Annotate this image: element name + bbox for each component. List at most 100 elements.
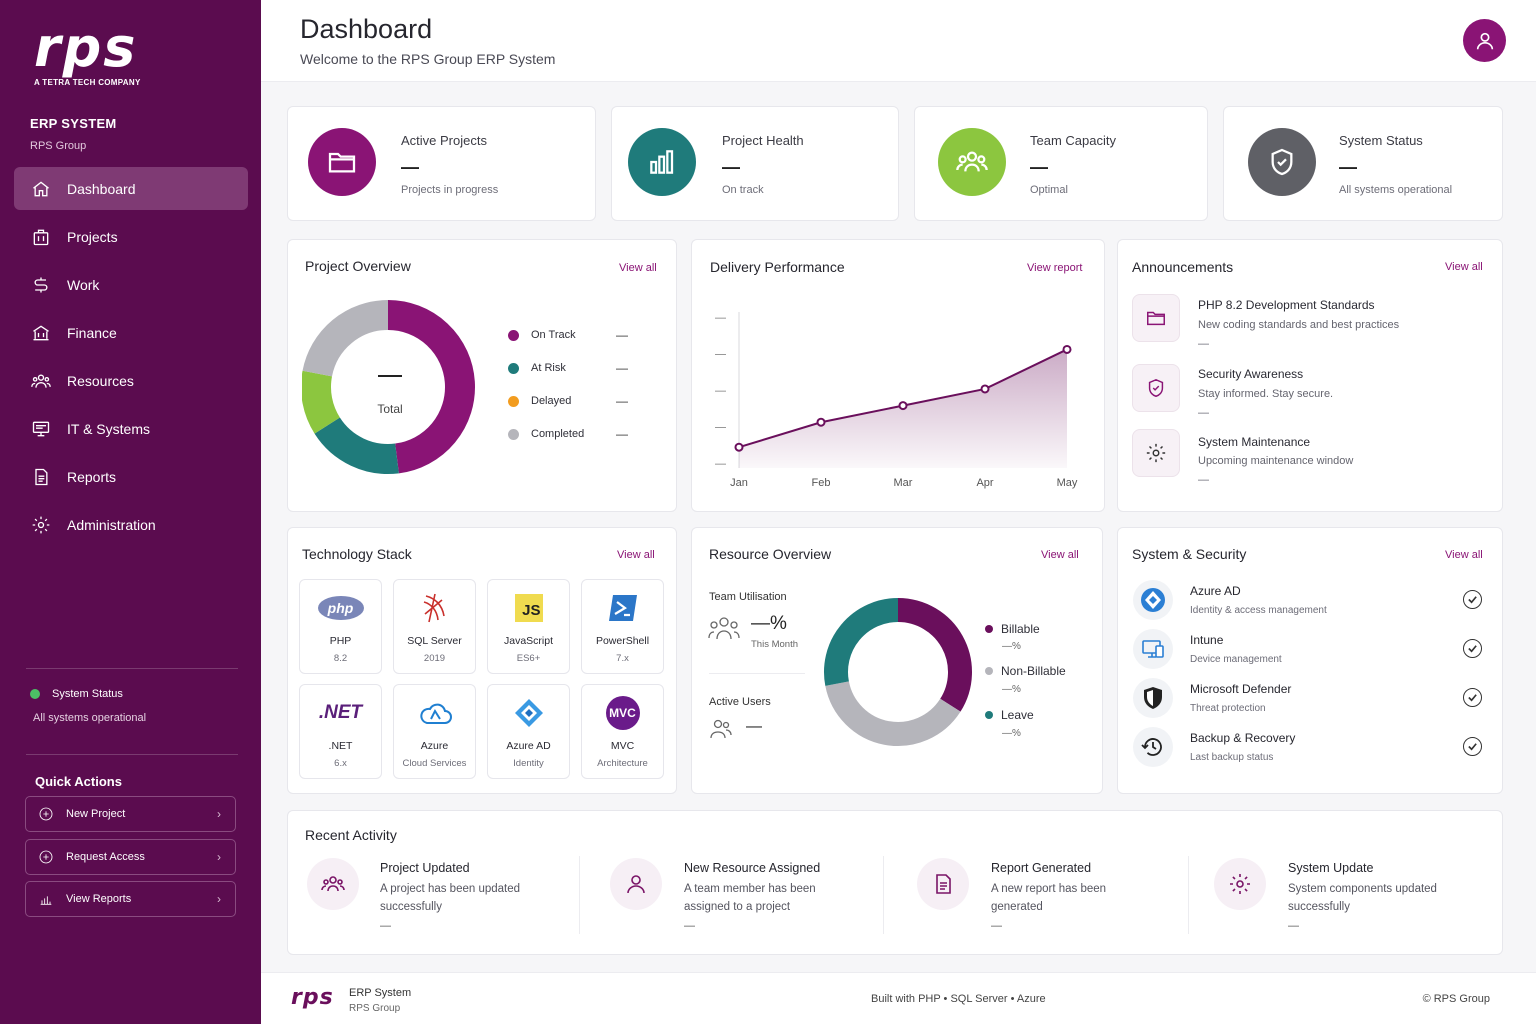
- azure-icon: [394, 697, 475, 729]
- kpi-value: —: [1339, 157, 1357, 177]
- tech-tile-javascript[interactable]: JS JavaScript ES6+: [487, 579, 570, 674]
- data-point-mar[interactable]: [898, 401, 908, 411]
- data-point-feb[interactable]: [816, 417, 826, 427]
- security-item-subtitle: Device management: [1190, 654, 1282, 665]
- new-project-button[interactable]: New Project ›: [25, 796, 236, 832]
- donut-slice-leave[interactable]: [824, 598, 899, 686]
- security-item-title[interactable]: Azure AD: [1190, 584, 1241, 598]
- donut-slice-on-track[interactable]: [387, 300, 475, 474]
- gear-icon: [1214, 858, 1266, 910]
- donut-slice-at-risk[interactable]: [314, 417, 399, 474]
- legend-value: —%: [1002, 641, 1021, 652]
- tech-tile-powershell[interactable]: PowerShell 7.x: [581, 579, 664, 674]
- security-item-title[interactable]: Intune: [1190, 633, 1224, 647]
- data-point-may[interactable]: [1062, 344, 1072, 354]
- legend-dot: [508, 395, 519, 407]
- activity-meta: —: [684, 920, 695, 932]
- tech-tile-dotnet[interactable]: .NET .NET 6.x: [299, 684, 382, 779]
- sidebar-item-finance[interactable]: Finance: [14, 311, 248, 354]
- tech-name: JavaScript: [503, 635, 554, 647]
- y-tick-label: —: [715, 458, 726, 470]
- kpi-card-project-health[interactable]: Project Health — On track: [611, 106, 899, 221]
- donut-center-label: Total: [377, 402, 403, 416]
- kpi-subtext: On track: [722, 184, 764, 196]
- view-reports-button[interactable]: View Reports ›: [25, 881, 236, 917]
- data-point-apr[interactable]: [980, 384, 990, 394]
- legend-label: Delayed: [531, 395, 572, 407]
- announcement-title[interactable]: Security Awareness: [1198, 367, 1304, 381]
- tech-version: 7.x: [616, 653, 629, 664]
- sidebar-item-resources[interactable]: Resources: [14, 359, 248, 402]
- sidebar-item-label: Resources: [67, 372, 134, 389]
- announcement-title[interactable]: System Maintenance: [1198, 435, 1311, 449]
- view-report-link[interactable]: View report: [1027, 262, 1083, 274]
- activity-description: System components updated successfully: [1288, 883, 1437, 913]
- sidebar-item-work[interactable]: Work: [14, 263, 248, 306]
- donut-slice-completed[interactable]: [302, 300, 389, 377]
- tech-tile-azure[interactable]: Azure Cloud Services: [393, 684, 476, 779]
- kpi-card-active-projects[interactable]: Active Projects — Projects in progress: [287, 106, 596, 221]
- sidebar-item-dashboard[interactable]: Dashboard: [14, 167, 248, 210]
- sidebar-item-projects[interactable]: Projects: [14, 215, 248, 258]
- tech-tile-mvc[interactable]: MVC MVC Architecture: [581, 684, 664, 779]
- sidebar-item-it-systems[interactable]: IT & Systems: [14, 407, 248, 450]
- php-icon: php: [300, 592, 381, 624]
- sql-server-icon: [394, 592, 475, 624]
- chevron-right-icon: ›: [217, 892, 221, 906]
- activity-description: A project has been updated successfully: [380, 883, 521, 913]
- chevron-right-icon: ›: [217, 850, 221, 864]
- view-all-link[interactable]: View all: [1445, 261, 1483, 273]
- tech-tile-php[interactable]: php PHP 8.2: [299, 579, 382, 674]
- y-tick-label: —: [715, 349, 726, 361]
- delivery-performance-chart: — — — — — Jan Feb Mar Apr May: [715, 312, 1078, 489]
- kpi-value: —: [401, 157, 419, 177]
- document-icon: [917, 858, 969, 910]
- y-tick-label: —: [715, 385, 726, 397]
- security-item-title[interactable]: Backup & Recovery: [1190, 731, 1296, 745]
- activity-title[interactable]: System Update: [1288, 861, 1374, 875]
- footer-logo[interactable]: rps: [291, 985, 334, 1010]
- team-icon: [708, 617, 740, 640]
- view-all-link[interactable]: View all: [617, 549, 655, 561]
- bar-chart-icon: [628, 128, 696, 196]
- view-all-link[interactable]: View all: [619, 262, 657, 274]
- legend-value: —%: [1002, 728, 1021, 739]
- footer-app-name: ERP System: [349, 987, 412, 999]
- data-point-jan[interactable]: [734, 442, 744, 452]
- tech-tile-sql-server[interactable]: SQL Server 2019: [393, 579, 476, 674]
- legend-value: —: [616, 361, 628, 375]
- legend-value: —: [616, 328, 628, 342]
- home-icon: [30, 178, 52, 200]
- donut-slice-billable[interactable]: [897, 598, 972, 712]
- activity-description: A new report has been generated: [991, 883, 1107, 913]
- kpi-card-team-capacity[interactable]: Team Capacity — Optimal: [914, 106, 1208, 221]
- activity-meta: —: [1288, 920, 1299, 932]
- announcement-title[interactable]: PHP 8.2 Development Standards: [1198, 298, 1375, 312]
- donut-slice-delayed[interactable]: [302, 370, 341, 434]
- donut-slice-non-billable[interactable]: [825, 680, 961, 746]
- user-avatar[interactable]: [1463, 19, 1506, 62]
- view-all-link[interactable]: View all: [1445, 549, 1483, 561]
- security-item-subtitle: Last backup status: [1190, 752, 1274, 763]
- kpi-label: Project Health: [722, 133, 804, 148]
- check-circle-icon: [1463, 590, 1482, 609]
- tech-name: .NET: [328, 740, 353, 752]
- sidebar-item-reports[interactable]: Reports: [14, 455, 248, 498]
- activity-title[interactable]: New Resource Assigned: [684, 861, 821, 875]
- kpi-subtext: All systems operational: [1339, 184, 1453, 196]
- activity-title[interactable]: Report Generated: [991, 861, 1092, 875]
- tech-tile-azure-ad[interactable]: Azure AD Identity: [487, 684, 570, 779]
- kpi-label: Active Projects: [401, 133, 487, 148]
- security-item-title[interactable]: Microsoft Defender: [1190, 682, 1292, 696]
- legend-dot: [508, 428, 519, 440]
- request-access-button[interactable]: Request Access ›: [25, 839, 236, 875]
- backup-icon: [1133, 727, 1173, 767]
- kpi-card-system-status[interactable]: System Status — All systems operational: [1223, 106, 1503, 221]
- activity-title[interactable]: Project Updated: [380, 861, 470, 875]
- projects-icon: [30, 226, 52, 248]
- sidebar-item-administration[interactable]: Administration: [14, 503, 248, 546]
- rps-logo[interactable]: rps A TETRA TECH COMPANY: [34, 21, 141, 88]
- gear-icon: [1132, 429, 1180, 477]
- legend-value: —: [616, 427, 628, 441]
- view-all-link[interactable]: View all: [1041, 549, 1079, 561]
